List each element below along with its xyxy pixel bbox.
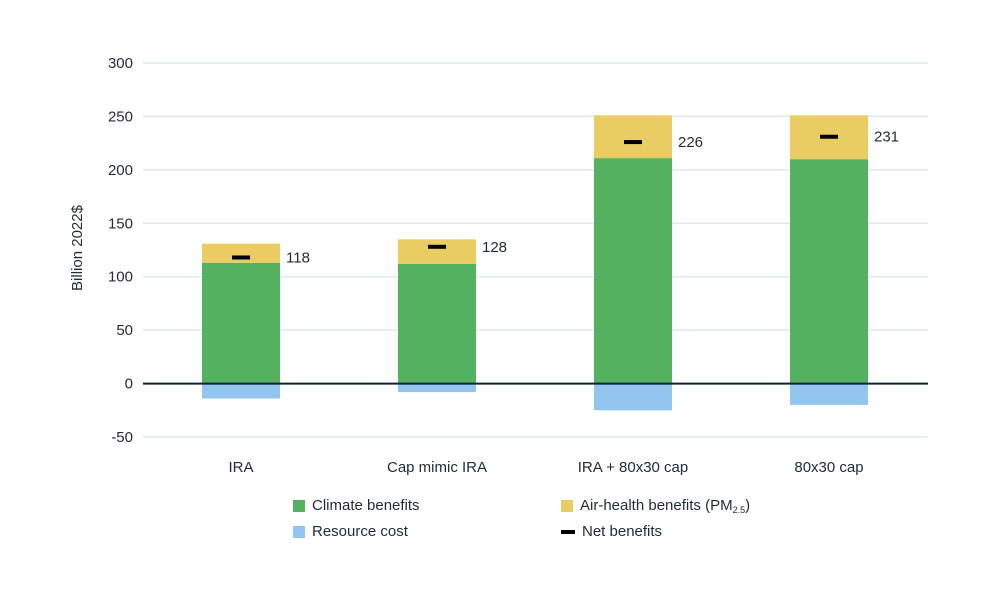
legend-label-climate: Climate benefits <box>312 497 420 514</box>
resource-swatch <box>293 525 305 538</box>
y-tick-labels: 300 250 200 150 100 50 0 -50 <box>108 55 133 446</box>
bar-segment <box>594 158 672 384</box>
net-benefit-label: 118 <box>286 249 310 266</box>
legend: Climate benefits Air-health benefits (PM… <box>293 497 853 547</box>
bar-segment <box>202 243 280 263</box>
y-axis-title: Billion 2022$ <box>69 204 86 291</box>
stacked-bar-chart: 118 128 226 231 300 250 200 150 100 50 0 -50 IRA Ca… <box>69 55 928 476</box>
legend-label-net: Net benefits <box>582 523 663 540</box>
category-label: Cap mimic IRA <box>387 459 487 476</box>
net-benefit-marker <box>624 140 642 145</box>
bar-segment <box>398 383 476 393</box>
legend-label-resource: Resource cost <box>312 523 408 540</box>
bars <box>202 115 868 411</box>
bar-segment <box>790 159 868 384</box>
bar-segment <box>594 115 672 159</box>
y-tick-label: 200 <box>108 162 133 179</box>
y-tick-label: 100 <box>108 269 133 286</box>
legend-item-resource: Resource cost <box>293 523 408 540</box>
net-benefit-label: 226 <box>678 134 703 151</box>
legend-item-climate: Climate benefits <box>293 497 420 514</box>
bar-segment <box>202 383 280 399</box>
y-tick-label: 0 <box>125 376 133 393</box>
category-label: IRA + 80x30 cap <box>578 459 689 476</box>
y-tick-label: 50 <box>116 322 133 339</box>
bar-segment <box>398 263 476 384</box>
net-swatch <box>561 529 575 534</box>
bar-segment <box>398 239 476 264</box>
bar-segment <box>202 262 280 384</box>
bar-segment <box>594 383 672 411</box>
y-tick-label: 250 <box>108 108 133 125</box>
net-benefit-marker <box>232 255 250 260</box>
y-tick-label: -50 <box>111 429 133 446</box>
net-benefit-marker <box>820 134 838 139</box>
category-label: IRA <box>228 459 253 476</box>
net-benefit-markers: 118 128 226 231 <box>232 129 899 266</box>
bar-segment <box>790 383 868 405</box>
net-benefit-marker <box>428 244 446 249</box>
climate-swatch <box>293 499 305 512</box>
y-tick-label: 300 <box>108 55 133 72</box>
air-health-swatch <box>561 500 573 512</box>
net-benefit-label: 231 <box>874 129 899 146</box>
y-tick-label: 150 <box>108 215 133 232</box>
legend-item-net: Net benefits <box>561 523 662 540</box>
legend-label-air-health: Air-health benefits (PM2.5) <box>580 497 751 515</box>
category-labels: IRA Cap mimic IRA IRA + 80x30 cap 80x30 cap <box>228 459 863 476</box>
net-benefit-label: 128 <box>482 239 507 256</box>
category-label: 80x30 cap <box>794 459 863 476</box>
legend-item-air-health: Air-health benefits (PM2.5) <box>561 497 750 515</box>
